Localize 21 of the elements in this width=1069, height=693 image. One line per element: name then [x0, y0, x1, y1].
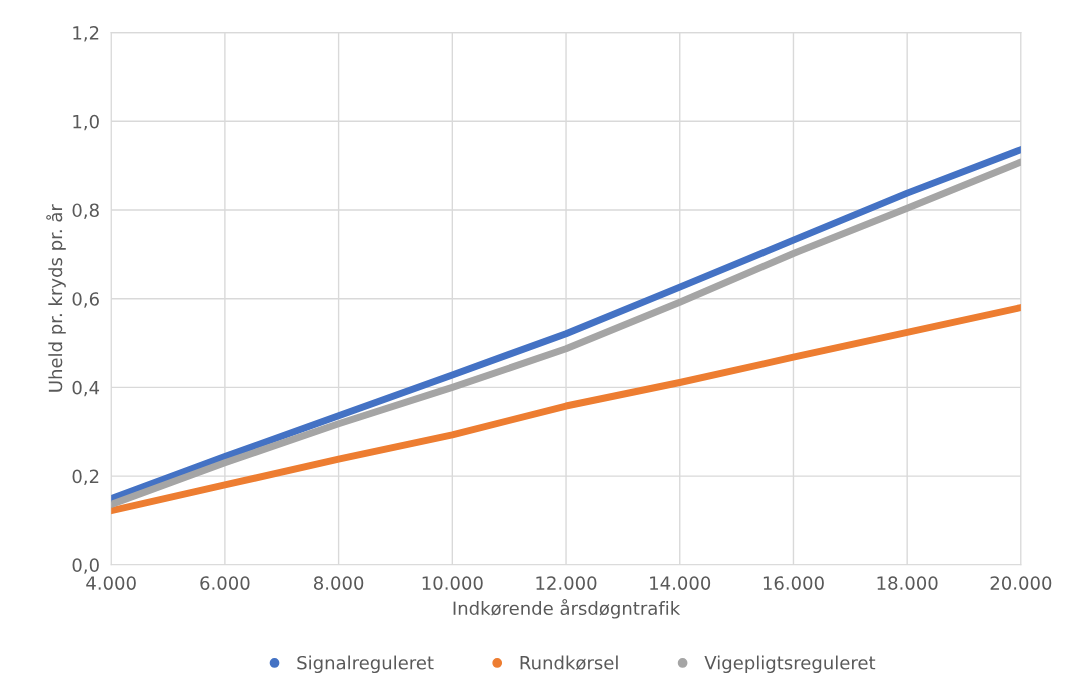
x-tick-label: 4.000 — [86, 576, 136, 590]
x-axis-title: Indkørende årsdøgntrafik — [453, 598, 681, 619]
y-tick-label: 1,2 — [73, 26, 99, 42]
y-tick-label: 1,0 — [73, 114, 99, 131]
x-tick-label: 10.000 — [422, 576, 483, 590]
x-tick-label: 12.000 — [536, 576, 597, 590]
x-tick-label: 6.000 — [200, 576, 250, 590]
y-tick-label: 0,0 — [72, 558, 99, 574]
y-tick-label: 0,2 — [72, 469, 99, 486]
x-tick-label: 20.000 — [990, 576, 1052, 590]
legend-label: Signalreguleret — [297, 655, 434, 674]
legend-label: Rundkørsel — [520, 655, 618, 671]
y-axis-title: Uheld pr. kryds pr. år — [46, 204, 66, 392]
y-tick-label: 0,8 — [72, 203, 99, 219]
x-tick-label: 16.000 — [763, 576, 824, 590]
x-tick-label: 14.000 — [650, 576, 711, 590]
y-tick-label: 0,4 — [72, 380, 100, 397]
y-tick-label: 0,6 — [72, 292, 99, 308]
x-tick-label: 18.000 — [877, 576, 938, 590]
legend-label: Vigepligtsreguleret — [704, 655, 876, 674]
x-tick-label: 8.000 — [313, 576, 364, 590]
